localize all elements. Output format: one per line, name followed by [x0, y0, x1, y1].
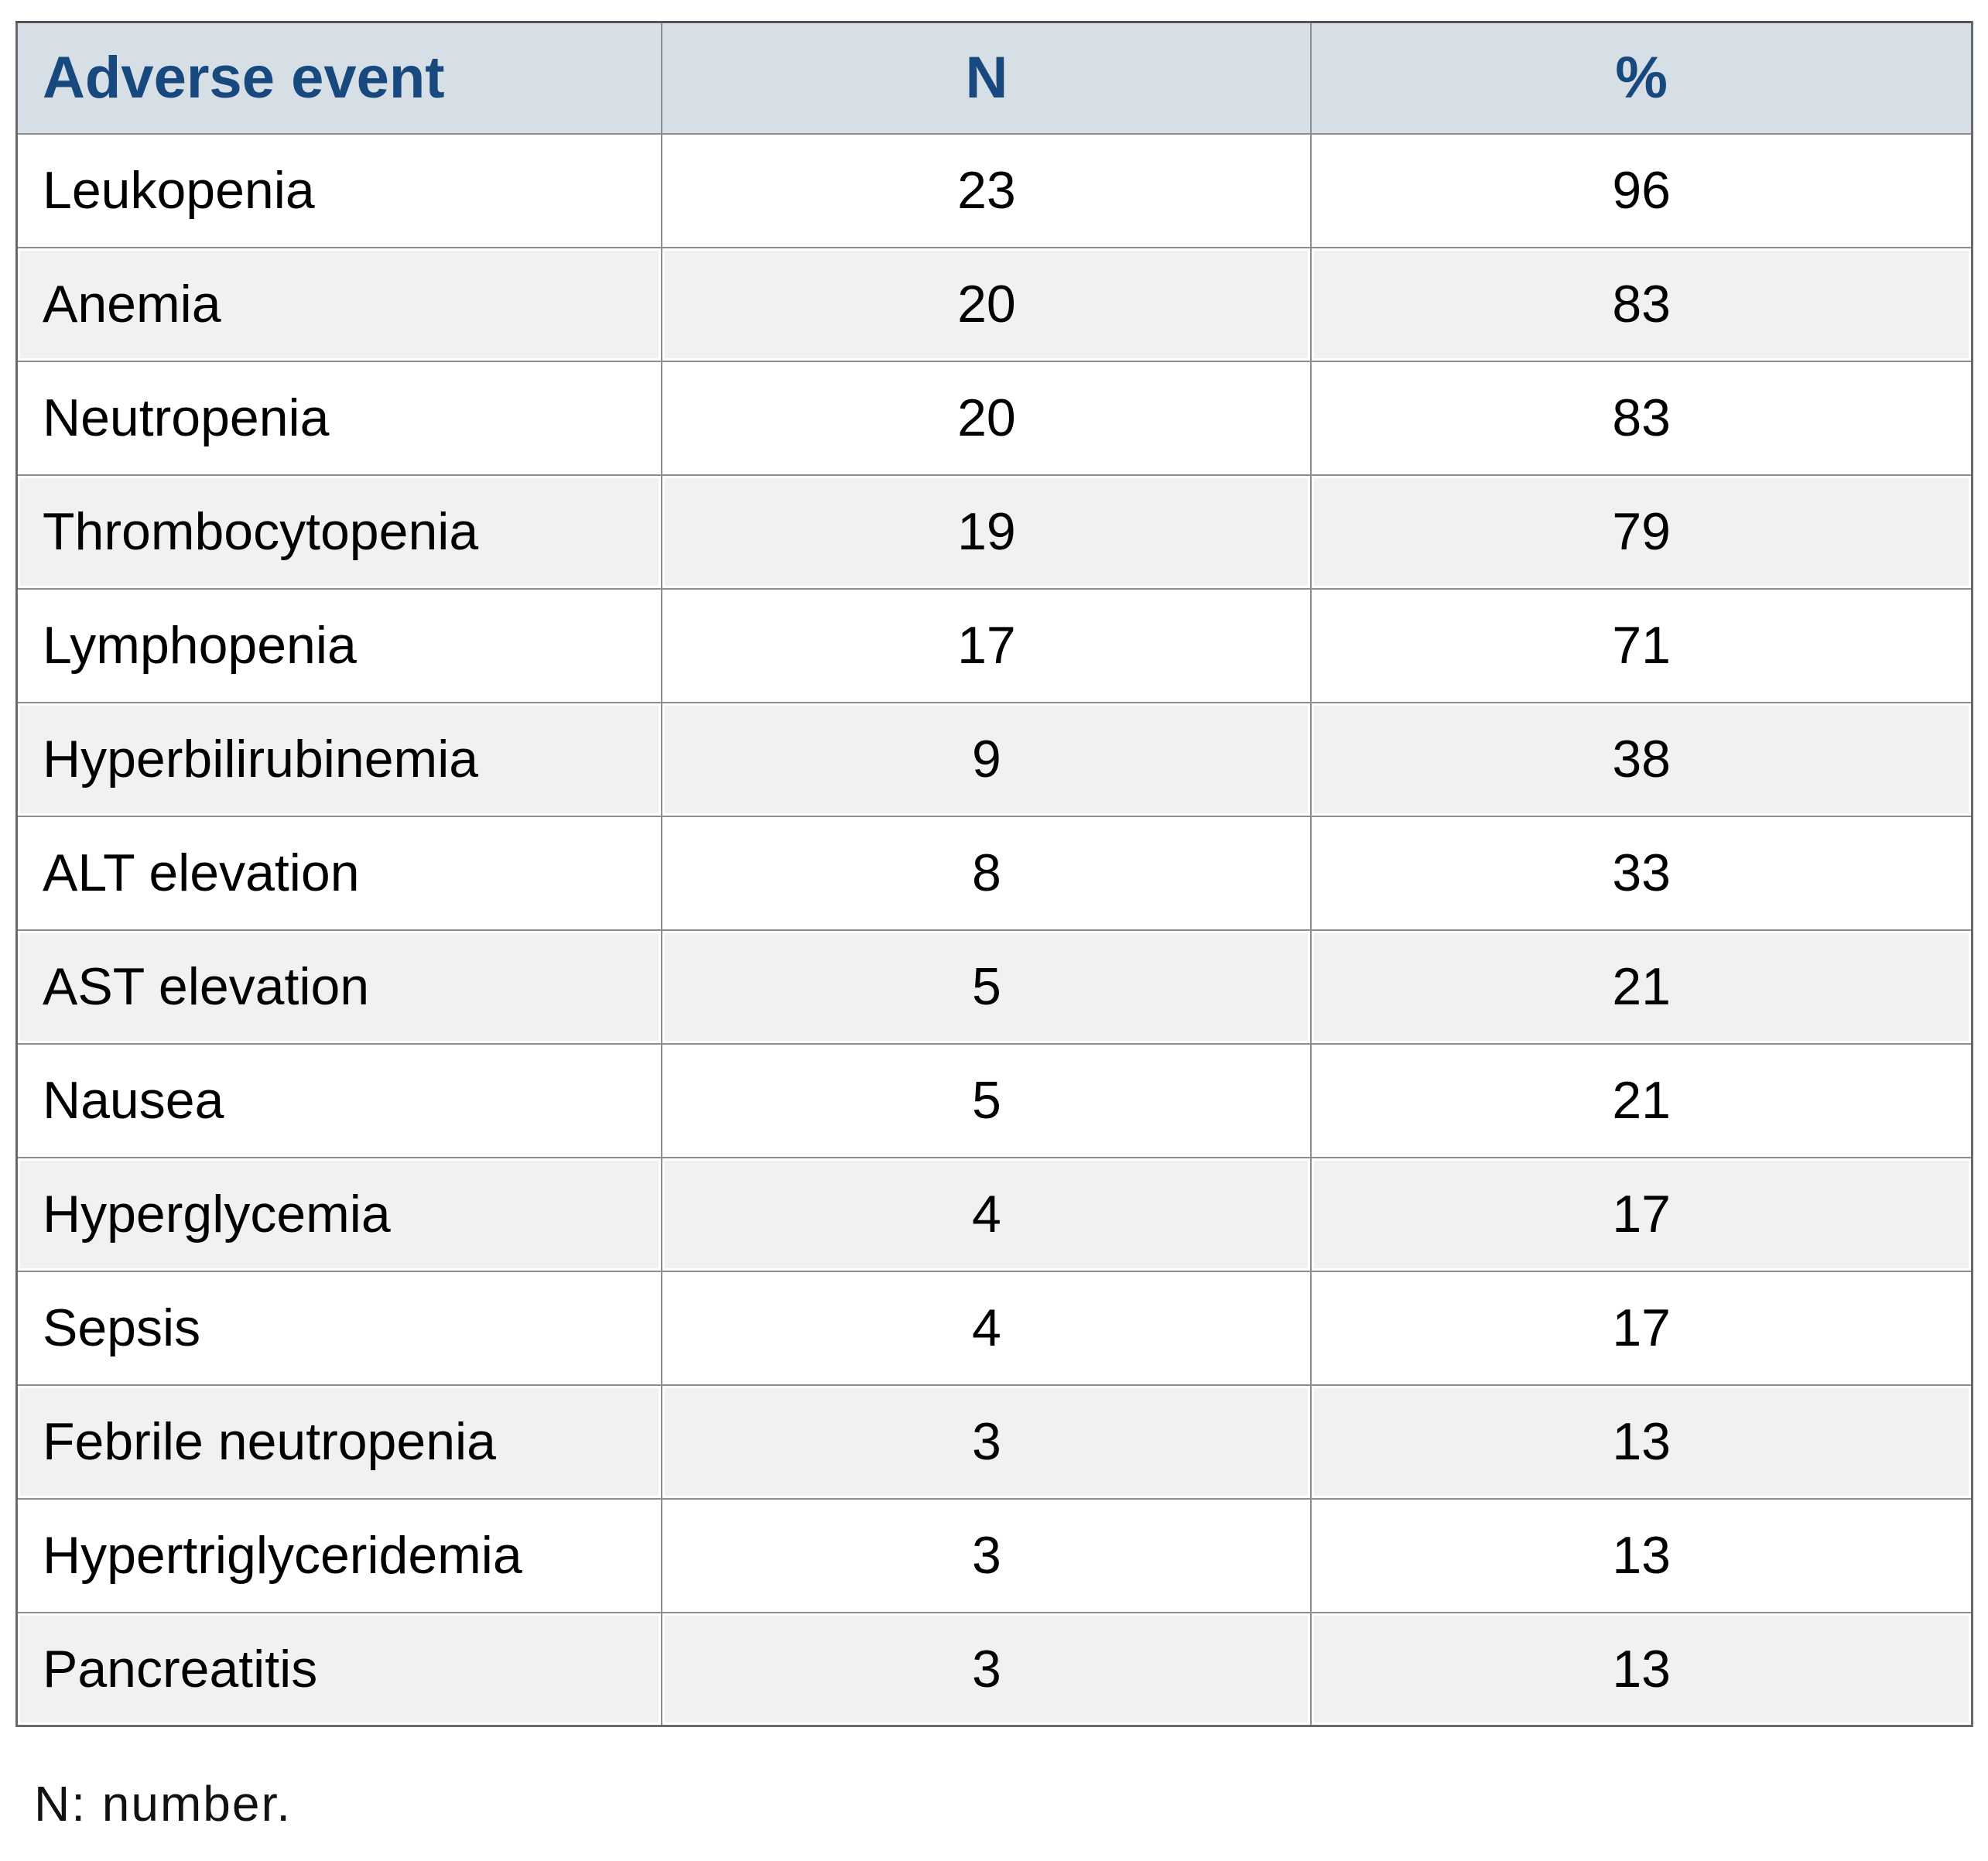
pct-value-cell: 83: [1310, 360, 1973, 476]
event-name-cell: Nausea: [15, 1042, 663, 1158]
pct-value-cell: 96: [1310, 132, 1973, 248]
n-value-cell: 8: [661, 815, 1312, 931]
n-value-cell: 3: [661, 1384, 1312, 1500]
event-name-cell: Lymphopenia: [15, 587, 663, 703]
n-value-cell: 9: [661, 701, 1312, 817]
pct-value-cell: 71: [1310, 587, 1973, 703]
header-row: Adverse event N %: [15, 21, 1973, 135]
table-row: ALT elevation 8 33: [15, 815, 1973, 931]
table-row: Hypertriglyceridemia 3 13: [15, 1497, 1973, 1613]
table-row: Pancreatitis 3 13: [15, 1611, 1973, 1727]
pct-value-cell: 21: [1310, 1042, 1973, 1158]
event-name-cell: Hyperbilirubinemia: [15, 701, 663, 817]
n-value-cell: 20: [661, 360, 1312, 476]
n-value-cell: 20: [661, 246, 1312, 362]
event-name-cell: AST elevation: [15, 929, 663, 1045]
event-name-cell: Anemia: [15, 246, 663, 362]
pct-value-cell: 79: [1310, 474, 1973, 590]
table-row: Febrile neutropenia 3 13: [15, 1384, 1973, 1500]
n-value-cell: 5: [661, 1042, 1312, 1158]
pct-value-cell: 13: [1310, 1384, 1973, 1500]
event-name-cell: Neutropenia: [15, 360, 663, 476]
event-name-cell: Thrombocytopenia: [15, 474, 663, 590]
adverse-events-table: Adverse event N % Leukopenia 23 96 Anemi…: [15, 21, 1973, 1727]
column-header-n: N: [661, 21, 1312, 135]
n-value-cell: 19: [661, 474, 1312, 590]
pct-value-cell: 17: [1310, 1270, 1973, 1386]
event-name-cell: Sepsis: [15, 1270, 663, 1386]
event-name-cell: Hyperglycemia: [15, 1156, 663, 1272]
n-value-cell: 23: [661, 132, 1312, 248]
pct-value-cell: 13: [1310, 1497, 1973, 1613]
table-row: Hyperbilirubinemia 9 38: [15, 701, 1973, 817]
n-value-cell: 17: [661, 587, 1312, 703]
pct-value-cell: 33: [1310, 815, 1973, 931]
table-row: Hyperglycemia 4 17: [15, 1156, 1973, 1272]
pct-value-cell: 17: [1310, 1156, 1973, 1272]
event-name-cell: Leukopenia: [15, 132, 663, 248]
pct-value-cell: 38: [1310, 701, 1973, 817]
n-value-cell: 5: [661, 929, 1312, 1045]
event-name-cell: Hypertriglyceridemia: [15, 1497, 663, 1613]
n-value-cell: 3: [661, 1497, 1312, 1613]
table-row: Sepsis 4 17: [15, 1270, 1973, 1386]
column-header-percent: %: [1310, 21, 1973, 135]
n-value-cell: 4: [661, 1156, 1312, 1272]
table-row: Anemia 20 83: [15, 246, 1973, 362]
table-row: AST elevation 5 21: [15, 929, 1973, 1045]
footnote: N: number.: [34, 1776, 293, 1832]
event-name-cell: ALT elevation: [15, 815, 663, 931]
column-header-adverse-event: Adverse event: [15, 21, 663, 135]
event-name-cell: Febrile neutropenia: [15, 1384, 663, 1500]
n-value-cell: 3: [661, 1611, 1312, 1727]
pct-value-cell: 21: [1310, 929, 1973, 1045]
table-row: Leukopenia 23 96: [15, 132, 1973, 248]
table-row: Thrombocytopenia 19 79: [15, 474, 1973, 590]
table-row: Neutropenia 20 83: [15, 360, 1973, 476]
table-row: Nausea 5 21: [15, 1042, 1973, 1158]
event-name-cell: Pancreatitis: [15, 1611, 663, 1727]
pct-value-cell: 13: [1310, 1611, 1973, 1727]
pct-value-cell: 83: [1310, 246, 1973, 362]
n-value-cell: 4: [661, 1270, 1312, 1386]
table-row: Lymphopenia 17 71: [15, 587, 1973, 703]
